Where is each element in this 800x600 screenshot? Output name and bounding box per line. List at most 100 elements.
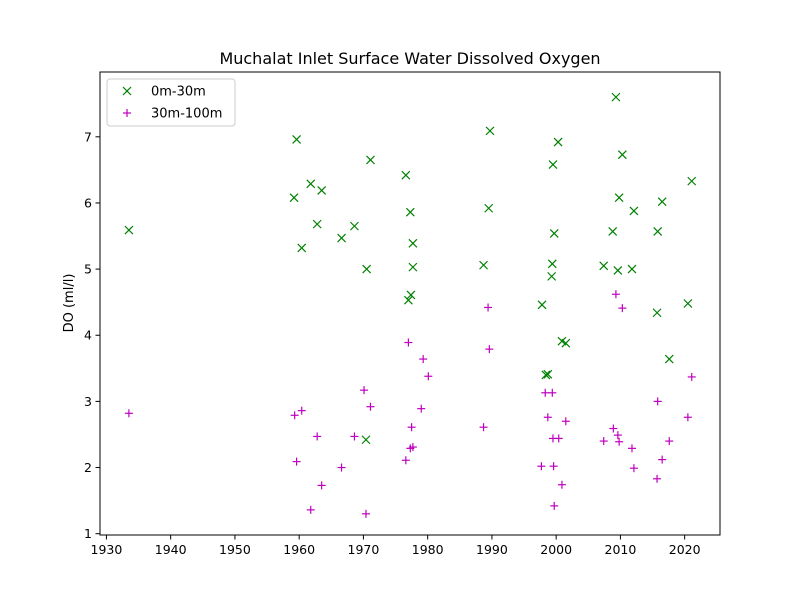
data-point bbox=[548, 388, 557, 397]
data-point bbox=[124, 225, 134, 235]
data-point bbox=[424, 372, 433, 381]
x-tick-label: 2020 bbox=[669, 542, 701, 557]
data-point bbox=[618, 304, 627, 313]
data-point bbox=[554, 434, 563, 443]
data-point bbox=[653, 397, 662, 406]
data-point bbox=[549, 228, 559, 238]
data-point bbox=[687, 176, 697, 186]
y-tick-label: 2 bbox=[84, 460, 92, 475]
data-point bbox=[417, 404, 426, 413]
y-axis: 1 2 3 4 5 6 7 bbox=[84, 129, 100, 541]
legend-label: 0m-30m bbox=[151, 85, 206, 100]
legend[interactable]: 0m-30m 30m-100m bbox=[106, 78, 236, 127]
data-point bbox=[405, 207, 415, 217]
data-point bbox=[408, 262, 418, 272]
data-point bbox=[337, 463, 346, 472]
data-point bbox=[613, 266, 623, 275]
data-point bbox=[615, 437, 624, 446]
x-tick-label: 1970 bbox=[348, 542, 380, 557]
data-point bbox=[652, 308, 662, 318]
x-tick-label: 1990 bbox=[476, 542, 508, 557]
data-point bbox=[408, 443, 417, 452]
data-point bbox=[543, 413, 552, 422]
data-point bbox=[609, 424, 618, 433]
data-point bbox=[366, 402, 375, 411]
data-point bbox=[408, 238, 418, 248]
data-point bbox=[292, 135, 302, 144]
data-point bbox=[406, 290, 416, 300]
data-point bbox=[653, 226, 663, 236]
data-point bbox=[366, 155, 375, 165]
data-point bbox=[611, 92, 621, 102]
data-point bbox=[561, 417, 570, 426]
data-point bbox=[290, 411, 299, 420]
data-point bbox=[629, 206, 639, 216]
series-deep-points bbox=[124, 290, 696, 518]
data-point bbox=[664, 354, 674, 364]
data-point bbox=[611, 290, 620, 299]
data-point bbox=[627, 444, 636, 453]
data-point bbox=[629, 464, 638, 473]
data-point bbox=[479, 423, 488, 432]
data-point bbox=[541, 388, 550, 397]
legend-item-shallow[interactable]: 0m-30m bbox=[122, 85, 206, 100]
data-point bbox=[404, 338, 413, 347]
y-tick-label: 7 bbox=[84, 129, 92, 144]
data-point bbox=[614, 193, 624, 203]
data-point bbox=[297, 243, 307, 253]
data-point bbox=[362, 264, 372, 274]
x-axis: 1930 1940 1950 1960 1970 1980 1990 2000 2010 2020 bbox=[91, 535, 701, 557]
y-tick-label: 6 bbox=[84, 195, 92, 210]
y-tick-label: 3 bbox=[84, 394, 92, 409]
data-point bbox=[658, 455, 667, 464]
chart-title: Muchalat Inlet Surface Water Dissolved O… bbox=[219, 49, 600, 68]
legend-box bbox=[106, 78, 236, 127]
data-point bbox=[627, 264, 637, 274]
x-tick-label: 2010 bbox=[605, 542, 637, 557]
legend-label: 30m-100m bbox=[151, 107, 222, 122]
data-point bbox=[653, 474, 662, 483]
data-point bbox=[361, 509, 370, 518]
data-point bbox=[401, 170, 411, 180]
data-point bbox=[403, 295, 413, 305]
data-point bbox=[124, 409, 133, 418]
data-point bbox=[537, 462, 546, 471]
data-point bbox=[312, 219, 322, 229]
data-point bbox=[419, 355, 428, 364]
data-point bbox=[683, 299, 693, 308]
y-tick-label: 1 bbox=[84, 526, 92, 541]
data-point bbox=[547, 259, 557, 269]
data-point bbox=[313, 432, 322, 441]
data-point bbox=[484, 303, 493, 312]
y-axis-title: DO (ml/l) bbox=[62, 274, 77, 333]
data-point bbox=[537, 300, 547, 310]
data-point bbox=[485, 126, 495, 136]
legend-marker bbox=[122, 86, 132, 96]
legend-item-deep[interactable]: 30m-100m bbox=[123, 107, 222, 122]
x-tick-label: 1960 bbox=[283, 542, 315, 557]
data-point bbox=[599, 261, 609, 271]
data-point bbox=[407, 423, 416, 432]
x-tick-label: 1940 bbox=[155, 542, 187, 557]
x-tick-label: 1980 bbox=[412, 542, 444, 557]
data-point bbox=[297, 406, 306, 415]
data-point bbox=[485, 345, 494, 354]
data-point bbox=[553, 137, 563, 147]
data-point bbox=[547, 271, 557, 281]
data-point bbox=[548, 160, 558, 170]
data-point bbox=[687, 372, 696, 381]
data-point bbox=[541, 370, 551, 380]
data-point bbox=[350, 221, 359, 231]
data-point bbox=[561, 338, 571, 348]
y-tick-label: 5 bbox=[84, 262, 92, 277]
data-point bbox=[306, 179, 316, 189]
data-point bbox=[683, 413, 692, 422]
x-tick-label: 2000 bbox=[540, 542, 572, 557]
y-tick-label: 4 bbox=[84, 328, 92, 343]
data-point bbox=[665, 437, 674, 446]
x-tick-label: 1950 bbox=[219, 542, 251, 557]
data-point bbox=[317, 185, 327, 195]
data-point bbox=[479, 260, 488, 270]
data-point bbox=[657, 197, 667, 207]
data-point bbox=[317, 481, 326, 490]
